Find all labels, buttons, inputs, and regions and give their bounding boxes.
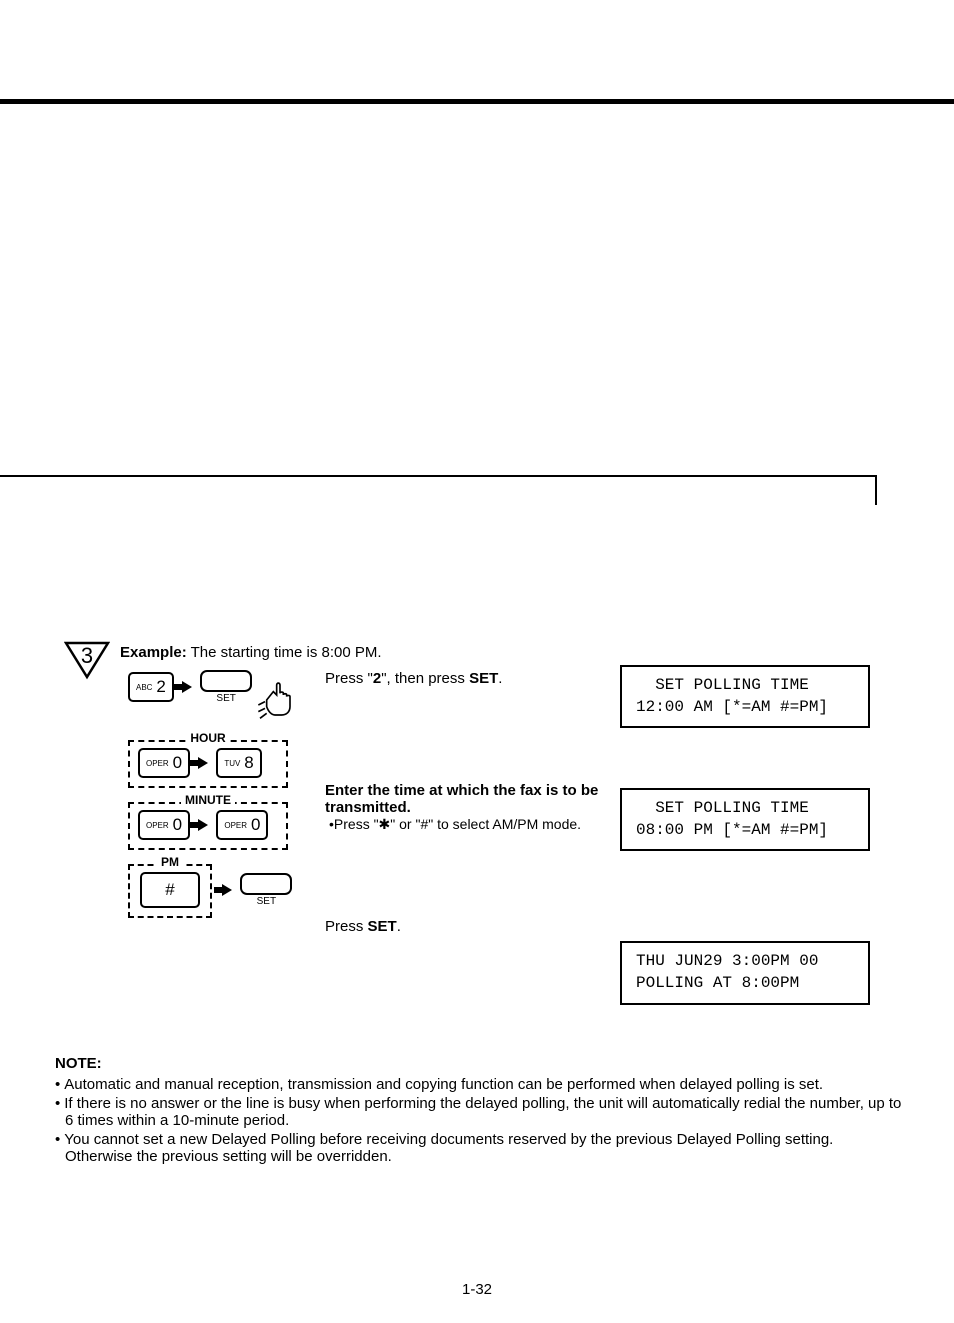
key-8-h-num: 8 xyxy=(244,753,253,772)
key-8-h-sub: TUV xyxy=(224,759,240,768)
key-0-h1-num: 0 xyxy=(173,753,182,772)
arrow-icon xyxy=(198,757,208,769)
key-2-num: 2 xyxy=(156,677,165,696)
arrow-icon xyxy=(182,681,192,693)
pm-label: PM xyxy=(157,855,183,869)
instruction-3: Press SET. xyxy=(325,918,605,935)
instruction-column: Press "2", then press SET. Enter the tim… xyxy=(325,670,605,935)
top-rule-heavy xyxy=(0,99,954,104)
i3e: . xyxy=(397,918,401,935)
key-0-m2-num: 0 xyxy=(251,815,260,834)
step-triangle-icon: 3 xyxy=(64,641,110,681)
set-button-shape xyxy=(200,670,252,692)
set-label-2: SET xyxy=(240,896,292,907)
arrow-icon xyxy=(222,884,232,896)
example-label: Example: xyxy=(120,644,187,661)
arrow-icon xyxy=(198,819,208,831)
minute-group: MINUTE OPER 0 OPER 0 xyxy=(128,802,288,850)
hour-label: HOUR xyxy=(186,731,229,745)
i2-bold: Enter the time at which the fax is to be… xyxy=(325,782,605,816)
i3a: Press xyxy=(325,918,368,935)
key-2-sub: ABC xyxy=(136,683,152,692)
example-text-value: The starting time is 8:00 PM. xyxy=(191,644,382,661)
i1s: SET xyxy=(469,670,498,687)
note-heading: NOTE: xyxy=(55,1055,905,1072)
page: 3 Example: The starting time is 8:00 PM.… xyxy=(0,0,954,1323)
note-list: Automatic and manual reception, transmis… xyxy=(55,1076,905,1165)
pointing-hand-icon xyxy=(255,675,305,725)
set-label-1: SET xyxy=(200,693,252,704)
hour-group: HOUR OPER 0 TUV 8 xyxy=(128,740,288,788)
minute-label: MINUTE xyxy=(181,793,235,807)
step-number: 3 xyxy=(81,643,93,668)
pm-group: PM # xyxy=(128,864,212,918)
instruction-1: Press "2", then press SET. xyxy=(325,670,605,687)
key-8-h: TUV 8 xyxy=(216,748,261,778)
lcd-column: SET POLLING TIME 12:00 AM [*=AM #=PM] SE… xyxy=(620,665,870,1005)
i1e: . xyxy=(498,670,502,687)
note-item-3: You cannot set a new Delayed Polling bef… xyxy=(55,1131,905,1165)
lcd-display-2: SET POLLING TIME 08:00 PM [*=AM #=PM] xyxy=(620,788,870,851)
set-key-1: SET xyxy=(200,670,252,704)
i1b: ", then press xyxy=(381,670,469,687)
key-0-m1-sub: OPER xyxy=(146,821,169,830)
set-key-2: SET xyxy=(240,873,292,907)
lcd-display-1: SET POLLING TIME 12:00 AM [*=AM #=PM] xyxy=(620,665,870,728)
note-item-2: If there is no answer or the line is bus… xyxy=(55,1095,905,1129)
note-section: NOTE: Automatic and manual reception, tr… xyxy=(55,1055,905,1167)
note-item-1: Automatic and manual reception, transmis… xyxy=(55,1076,905,1093)
key-0-m2-sub: OPER xyxy=(224,821,247,830)
pm-row: PM # SET xyxy=(128,864,323,918)
instruction-2: Enter the time at which the fax is to be… xyxy=(325,782,605,833)
i1a: Press " xyxy=(325,670,373,687)
i3s: SET xyxy=(368,918,397,935)
key-0-h1: OPER 0 xyxy=(138,748,190,778)
page-number: 1-32 xyxy=(0,1281,954,1298)
key-0-h1-sub: OPER xyxy=(146,759,169,768)
i2-sub: •Press "✱" or "#" to select AM/PM mode. xyxy=(337,816,605,833)
example-line: Example: The starting time is 8:00 PM. xyxy=(120,644,382,661)
key-hash: # xyxy=(140,872,200,908)
key-0-m2: OPER 0 xyxy=(216,810,268,840)
key-0-m1-num: 0 xyxy=(173,815,182,834)
i2-sub-text: Press "✱" or "#" to select AM/PM mode. xyxy=(334,816,581,832)
mid-rule-box xyxy=(0,475,877,505)
key-0-m1: OPER 0 xyxy=(138,810,190,840)
key-hash-num: # xyxy=(165,880,174,899)
i1k: 2 xyxy=(373,670,381,687)
lcd-display-3: THU JUN29 3:00PM 00 POLLING AT 8:00PM xyxy=(620,941,870,1004)
key-2: ABC 2 xyxy=(128,672,174,702)
set-button-shape xyxy=(240,873,292,895)
